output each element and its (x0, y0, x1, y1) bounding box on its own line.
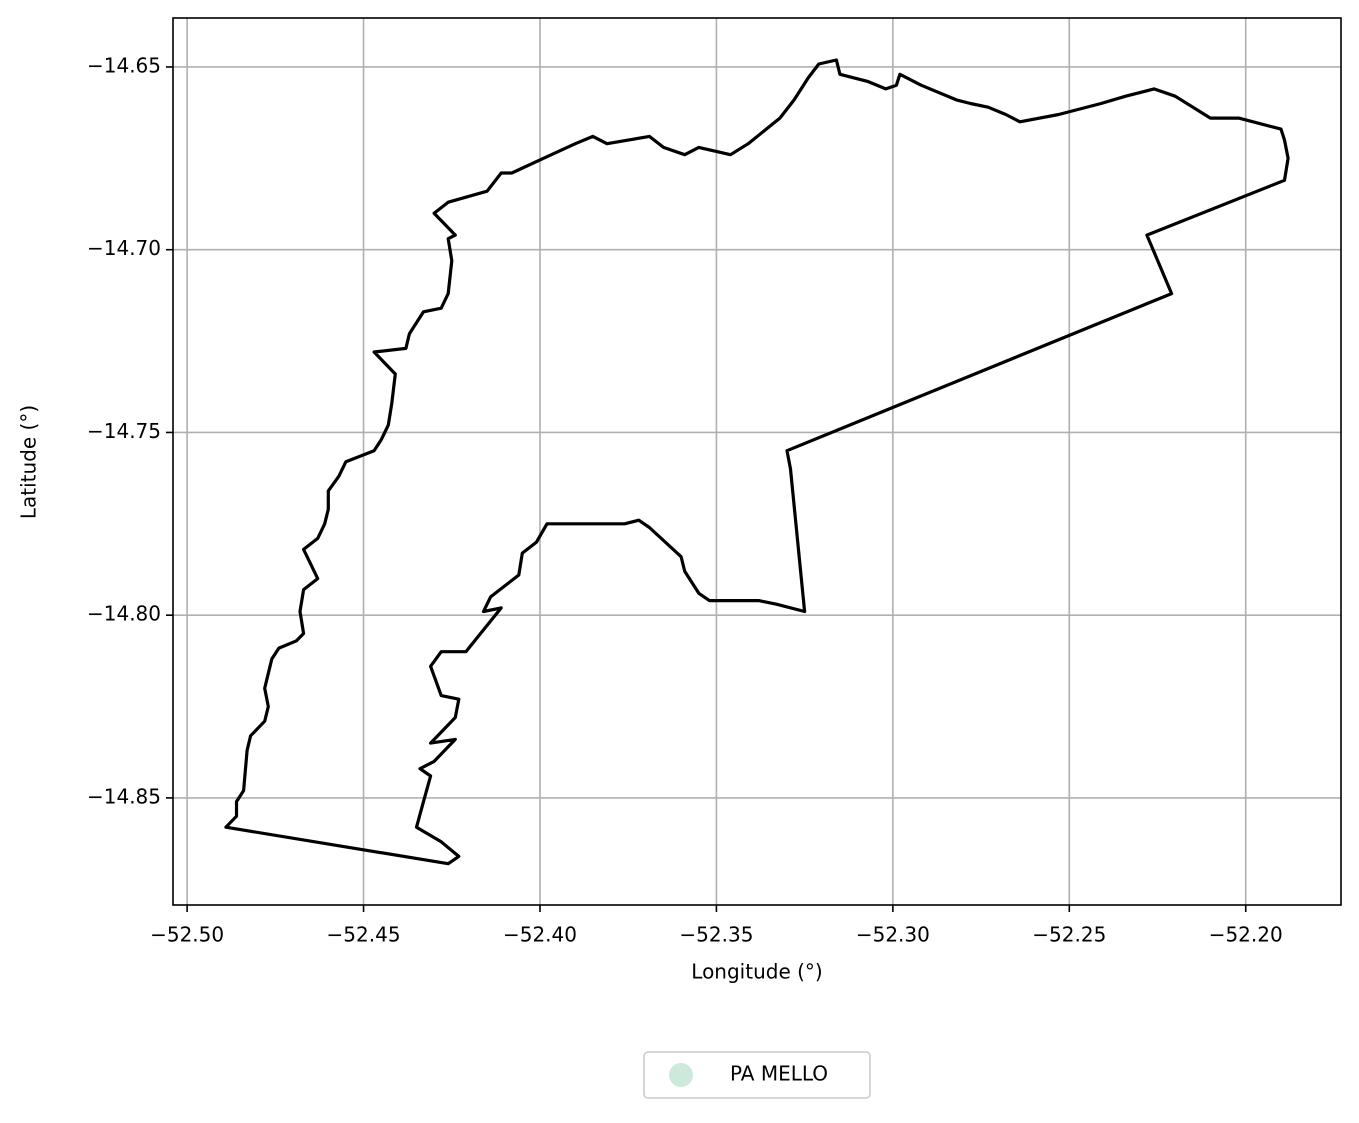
x-tick-label: −52.45 (327, 923, 401, 947)
plot-frame (172, 17, 1342, 906)
y-tick-label: −14.80 (87, 602, 161, 626)
x-tick-label: −52.30 (856, 923, 930, 947)
legend-box (643, 1051, 871, 1099)
region-boundary (224, 58, 1290, 866)
x-tick-label: −52.40 (503, 923, 577, 947)
x-axis-label: Longitude (°) (691, 960, 822, 984)
y-tick-label: −14.85 (87, 784, 161, 808)
legend-marker (669, 1063, 693, 1087)
x-tick-label: −52.50 (150, 923, 224, 947)
y-tick-label: −14.70 (87, 236, 161, 260)
y-tick-label: −14.65 (87, 53, 161, 77)
x-tick-label: −52.25 (1032, 923, 1106, 947)
x-tick-label: −52.20 (1209, 923, 1283, 947)
legend-label: PA MELLO (730, 1062, 828, 1086)
y-tick-label: −14.75 (87, 419, 161, 443)
y-axis-label: Latitude (°) (17, 405, 41, 519)
legend: PA MELLO (643, 1051, 871, 1099)
x-tick-label: −52.35 (679, 923, 753, 947)
